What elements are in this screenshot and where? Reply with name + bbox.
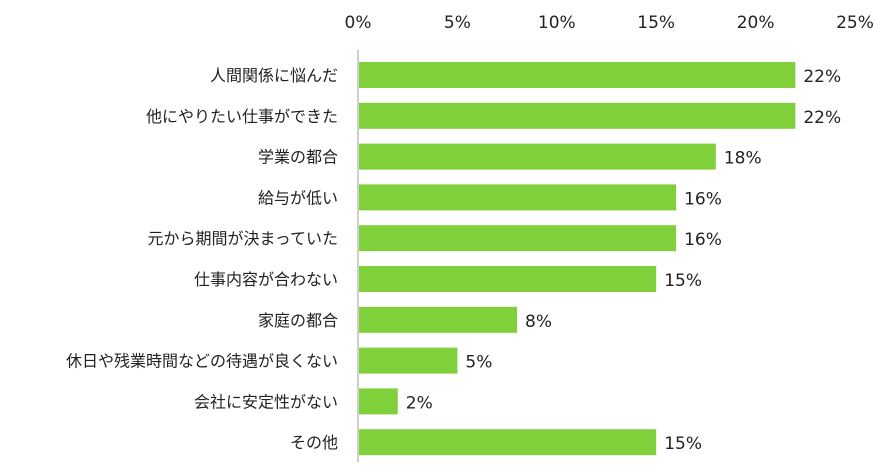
x-tick-label: 25% <box>836 13 874 33</box>
bars-group <box>359 62 796 456</box>
x-tick-label: 5% <box>444 13 471 33</box>
bar <box>359 429 657 456</box>
bar <box>359 225 677 252</box>
data-label: 16% <box>684 230 722 250</box>
bar <box>359 388 398 415</box>
category-label: その他 <box>290 433 338 452</box>
data-label: 16% <box>684 189 722 209</box>
category-label: 元から期間が決まっていた <box>147 229 338 248</box>
bar <box>359 143 716 170</box>
bar <box>359 102 796 129</box>
data-label: 18% <box>724 149 762 169</box>
data-labels: 22%22%18%16%16%15%8%5%2%15% <box>406 67 841 454</box>
category-label: 学業の都合 <box>258 148 338 167</box>
data-label: 8% <box>525 312 552 332</box>
x-tick-label: 10% <box>538 13 576 33</box>
bar <box>359 306 518 333</box>
data-label: 15% <box>664 434 702 454</box>
category-label: 他にやりたい仕事ができた <box>146 107 338 126</box>
category-label: 休日や残業時間などの待遇が良くない <box>66 352 338 371</box>
category-label: 家庭の都合 <box>258 311 338 330</box>
data-label: 5% <box>465 353 492 373</box>
category-label: 仕事内容が合わない <box>194 270 338 289</box>
x-tick-label: 20% <box>737 13 775 33</box>
data-label: 22% <box>803 67 841 87</box>
x-axis-ticks: 0% 5% 10% 15% 20% 25% <box>345 13 874 33</box>
x-tick-label: 0% <box>345 13 372 33</box>
bar <box>359 184 677 211</box>
category-label: 給与が低い <box>258 188 338 207</box>
data-label: 15% <box>664 271 702 291</box>
bar <box>359 266 657 292</box>
data-label: 2% <box>406 393 433 413</box>
data-label: 22% <box>803 108 841 128</box>
bar <box>359 347 458 374</box>
bar <box>359 62 796 88</box>
category-label: 会社に安定性がない <box>194 392 338 411</box>
category-labels: 人間関係に悩んだ他にやりたい仕事ができた学業の都合給与が低い元から期間が決まって… <box>66 66 338 452</box>
x-tick-label: 15% <box>637 13 675 33</box>
category-label: 人間関係に悩んだ <box>210 66 338 85</box>
